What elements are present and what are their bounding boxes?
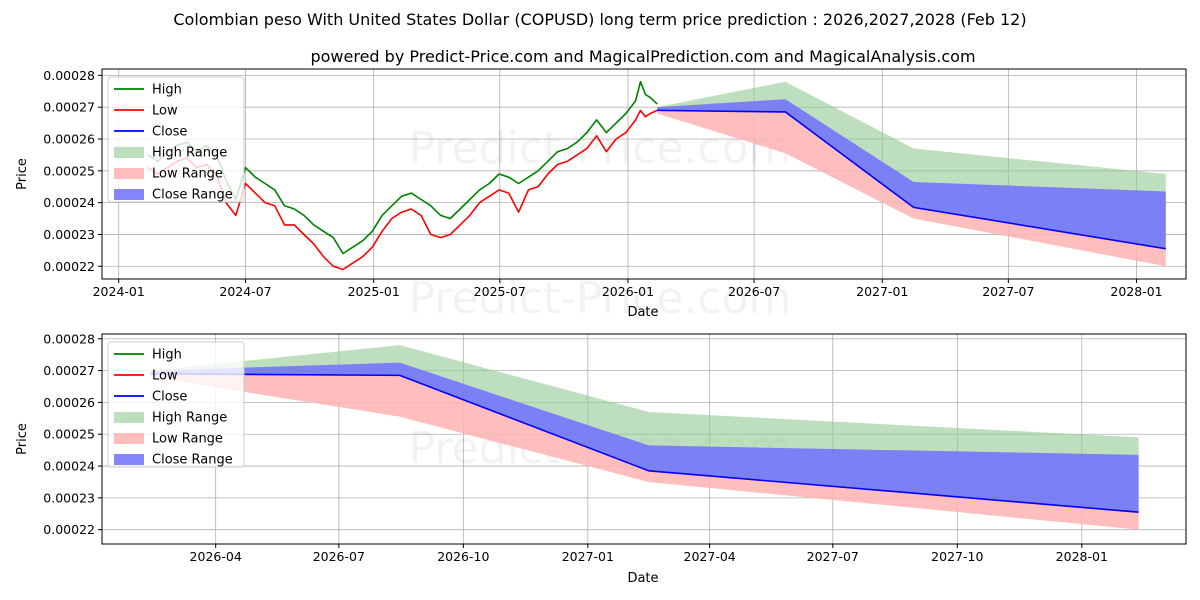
top-legend: High Low Close High Range Low Range Close Ran… <box>107 76 245 203</box>
bottom-x-tick-label: 2026-04 <box>190 549 242 564</box>
chart-subtitle: powered by Predict-Price.com and Magical… <box>310 47 975 66</box>
bottom-y-tick-label: 0.00023 <box>43 490 95 505</box>
bottom-y-axis-label: Price <box>15 423 30 455</box>
top-x-tick-label: 2026-01 <box>602 284 654 299</box>
bottom-x-tick-label: 2028-01 <box>1056 549 1108 564</box>
bottom-legend-label-high: High <box>152 348 182 363</box>
top-y-tick-label: 0.00022 <box>43 259 95 274</box>
top-x-tick-label: 2028-01 <box>1110 284 1162 299</box>
top-legend-label-high: High <box>152 83 182 98</box>
top-low-line <box>147 109 658 271</box>
bottom-legend-label-close-range: Close Range <box>152 453 233 468</box>
top-legend-label-high-range: High Range <box>152 146 227 161</box>
bottom-y-tick-label: 0.00027 <box>43 363 95 378</box>
bottom-y-tick-label: 0.00028 <box>43 331 95 346</box>
top-series <box>147 80 1166 271</box>
bottom-legend-swatch-high-range <box>114 412 144 423</box>
top-panel: Predict-Price.com Predict-Price.com 2024… <box>15 68 1187 324</box>
top-x-tick-label: 2026-07 <box>728 284 780 299</box>
top-y-tick-label: 0.00024 <box>43 195 95 210</box>
bottom-plot-frame <box>101 333 1187 545</box>
bottom-x-tick-label: 2027-07 <box>807 549 859 564</box>
bottom-series <box>150 345 1139 530</box>
top-x-axis-label: Date <box>627 305 658 320</box>
top-low-range-band <box>657 110 1166 267</box>
bottom-y-tick-label: 0.00022 <box>43 522 95 537</box>
top-legend-label-low: Low <box>152 104 178 119</box>
bottom-y-tick-label: 0.00024 <box>43 459 95 474</box>
bottom-legend-label-high-range: High Range <box>152 411 227 426</box>
bottom-legend-swatch-low-range <box>114 433 144 444</box>
bottom-x-tick-label: 2027-01 <box>562 549 614 564</box>
top-close-line <box>657 109 1166 250</box>
bottom-y-tick-label: 0.00026 <box>43 395 95 410</box>
top-y-tick-label: 0.00026 <box>43 132 95 147</box>
top-legend-label-low-range: Low Range <box>152 167 223 182</box>
top-y-tick-label: 0.00028 <box>43 68 95 83</box>
top-x-tick-label: 2025-01 <box>348 284 400 299</box>
top-legend-swatch-close-range <box>114 189 144 200</box>
bottom-y-tick-label: 0.00025 <box>43 427 95 442</box>
bottom-legend-swatch-close-range <box>114 454 144 465</box>
top-y-tick-label: 0.00023 <box>43 227 95 242</box>
mid-watermark: Predict-Price.com <box>409 273 792 324</box>
bottom-x-tick-label: 2026-10 <box>437 549 489 564</box>
bottom-panel: Predict-Price.com 2026-042026-072026-102… <box>15 331 1187 586</box>
top-plot-frame <box>101 68 1187 280</box>
top-legend-swatch-low-range <box>114 168 144 179</box>
bottom-ticks: 2026-04 2026-07 2026-10 2027-01 2027-04 2027-… <box>43 331 1108 564</box>
top-x-tick-label: 2027-01 <box>856 284 908 299</box>
bottom-legend-label-close: Close <box>152 390 187 405</box>
top-ticks: 2024-01 2024-07 2025-01 2025-07 2026-01 2026-… <box>43 68 1162 299</box>
bottom-close-range-band <box>150 362 1139 513</box>
top-y-tick-label: 0.00025 <box>43 163 95 178</box>
bottom-legend-label-low-range: Low Range <box>152 432 223 447</box>
top-x-tick-label: 2024-01 <box>93 284 145 299</box>
top-legend-swatch-high-range <box>114 147 144 158</box>
bottom-legend-label-low: Low <box>152 369 178 384</box>
bottom-x-tick-label: 2026-07 <box>313 549 365 564</box>
bottom-legend: High Low Close High Range Low Range Close Ran… <box>107 341 245 468</box>
top-y-tick-label: 0.00027 <box>43 100 95 115</box>
bottom-x-axis-label: Date <box>627 571 658 586</box>
top-x-tick-label: 2025-07 <box>474 284 526 299</box>
top-legend-label-close-range: Close Range <box>152 188 233 203</box>
top-x-tick-label: 2024-07 <box>219 284 271 299</box>
bottom-low-range-band <box>150 373 1139 530</box>
bottom-x-tick-label: 2027-10 <box>931 549 983 564</box>
bottom-close-line <box>150 372 1139 513</box>
bottom-x-tick-label: 2027-04 <box>684 549 736 564</box>
top-x-tick-label: 2027-07 <box>982 284 1034 299</box>
top-legend-label-close: Close <box>152 125 187 140</box>
top-y-axis-label: Price <box>15 158 30 190</box>
chart-title: Colombian peso With United States Dollar… <box>173 10 1026 29</box>
top-close-range-band <box>657 99 1166 249</box>
